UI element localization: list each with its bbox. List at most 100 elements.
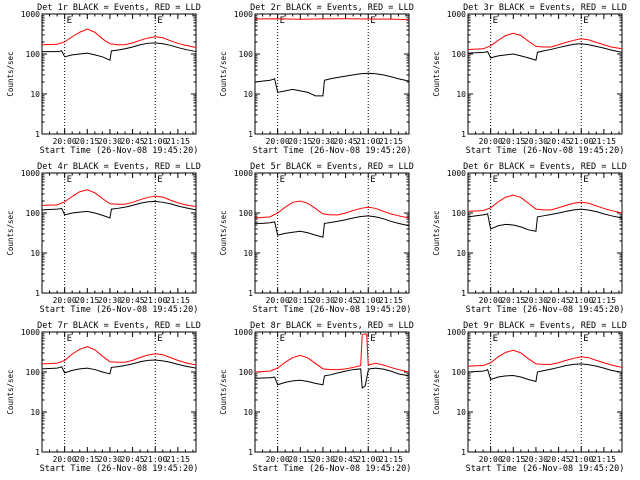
x-tick-label: 20:45 <box>334 296 358 305</box>
x-tick-label: 20:00 <box>53 137 77 146</box>
y-tick-label: 1000 <box>234 328 253 337</box>
panel-title: Det 3r BLACK = Events, RED = LLD <box>463 3 627 13</box>
event-marker-flag: E <box>157 334 162 344</box>
panel-title: Det 5r BLACK = Events, RED = LLD <box>250 162 414 172</box>
x-tick-label: 20:00 <box>53 296 77 305</box>
y-tick-label: 1 <box>461 448 466 457</box>
panel-title: Det 9r BLACK = Events, RED = LLD <box>463 321 627 331</box>
plot-frame <box>254 331 410 453</box>
event-marker-flag: E <box>370 334 375 344</box>
y-tick-label: 1 <box>35 448 40 457</box>
y-tick-label: 10 <box>30 90 40 99</box>
event-marker-flag: E <box>67 175 72 185</box>
x-tick-label: 20:30 <box>524 296 548 305</box>
x-tick-label: 20:15 <box>288 137 312 146</box>
event-marker-flag: E <box>583 16 588 26</box>
y-tick-label: 100 <box>452 368 467 377</box>
event-marker-flag: E <box>370 16 375 26</box>
events-series-line <box>42 42 197 61</box>
x-tick-label: 20:00 <box>266 455 290 464</box>
event-marker-flag: E <box>280 175 285 185</box>
x-tick-label: 20:45 <box>121 296 145 305</box>
y-tick-label: 1000 <box>447 328 466 337</box>
lld-series-line <box>254 200 410 219</box>
y-tick-label: 1 <box>35 289 40 298</box>
lld-series-line <box>41 28 197 49</box>
events-series-line <box>254 72 410 97</box>
x-tick-label: 20:00 <box>479 296 503 305</box>
y-tick-label: 10 <box>456 249 466 258</box>
panel-title: Det 2r BLACK = Events, RED = LLD <box>250 3 414 13</box>
event-marker-flag: E <box>583 334 588 344</box>
y-tick-label: 100 <box>26 368 41 377</box>
lld-series-line <box>254 18 410 21</box>
x-tick-label: 21:15 <box>379 296 403 305</box>
x-tick-label: 20:30 <box>98 296 122 305</box>
event-marker-flag: E <box>157 16 162 26</box>
x-tick-label: 20:00 <box>266 137 290 146</box>
x-tick-label: 21:00 <box>143 137 167 146</box>
y-tick-label: 100 <box>239 209 254 218</box>
x-tick-label: 20:00 <box>53 455 77 464</box>
y-tick-label: 1000 <box>234 169 253 178</box>
plot-frame <box>467 172 623 294</box>
x-tick-label: 20:45 <box>121 455 145 464</box>
x-axis-label: Start Time (26-Nov-08 19:45:20) <box>253 146 412 156</box>
x-tick-label: 21:00 <box>143 296 167 305</box>
y-tick-label: 10 <box>30 249 40 258</box>
y-axis-label: Counts/sec <box>219 51 228 96</box>
x-tick-label: 20:15 <box>501 296 525 305</box>
y-tick-label: 1 <box>461 130 466 139</box>
x-tick-label: 20:30 <box>311 455 335 464</box>
x-axis-label: Start Time (26-Nov-08 19:45:20) <box>40 464 199 474</box>
x-tick-label: 21:15 <box>166 296 190 305</box>
x-tick-label: 21:15 <box>379 455 403 464</box>
event-marker-flag: E <box>280 16 285 26</box>
y-tick-label: 100 <box>239 50 254 59</box>
y-tick-label: 100 <box>239 368 254 377</box>
panel-4: Det 4r BLACK = Events, RED = LLD 1 10 100 10… <box>6 162 201 315</box>
x-tick-label: 21:00 <box>569 137 593 146</box>
panel-title: Det 7r BLACK = Events, RED = LLD <box>37 321 201 331</box>
panel-7: Det 7r BLACK = Events, RED = LLD 1 10 100 10… <box>6 321 201 474</box>
x-tick-label: 20:30 <box>98 137 122 146</box>
x-tick-label: 20:30 <box>524 137 548 146</box>
plot-frame <box>41 331 197 453</box>
events-series-line <box>255 215 410 238</box>
x-tick-label: 21:15 <box>166 137 190 146</box>
x-tick-label: 20:45 <box>547 455 571 464</box>
events-series-line <box>467 363 623 383</box>
x-tick-label: 20:45 <box>547 137 571 146</box>
y-tick-label: 1000 <box>21 328 40 337</box>
x-tick-label: 20:15 <box>288 455 312 464</box>
x-tick-label: 21:00 <box>569 296 593 305</box>
event-marker-flag: E <box>280 334 285 344</box>
x-tick-label: 20:30 <box>311 296 335 305</box>
x-axis-label: Start Time (26-Nov-08 19:45:20) <box>466 146 625 156</box>
x-axis-label: Start Time (26-Nov-08 19:45:20) <box>466 305 625 315</box>
plot-frame <box>254 172 410 294</box>
x-tick-label: 20:15 <box>501 137 525 146</box>
y-axis-label: Counts/sec <box>6 51 15 96</box>
event-marker-flag: E <box>157 175 162 185</box>
x-tick-label: 20:45 <box>334 137 358 146</box>
event-marker-flag: E <box>583 175 588 185</box>
plot-frame <box>41 13 197 135</box>
y-tick-label: 10 <box>456 408 466 417</box>
y-tick-label: 10 <box>243 408 253 417</box>
y-tick-label: 1000 <box>447 169 466 178</box>
y-tick-label: 10 <box>456 90 466 99</box>
lld-series-line <box>467 32 623 50</box>
x-tick-label: 20:30 <box>524 455 548 464</box>
lld-series-line <box>41 189 197 208</box>
panel-9: Det 9r BLACK = Events, RED = LLD 1 10 100 10… <box>432 321 627 474</box>
y-axis-label: Counts/sec <box>6 369 15 414</box>
event-marker-flag: E <box>493 175 498 185</box>
events-series-line <box>467 208 623 232</box>
y-tick-label: 1 <box>248 448 253 457</box>
event-marker-flag: E <box>493 334 498 344</box>
y-tick-label: 100 <box>26 50 41 59</box>
x-tick-label: 20:15 <box>501 455 525 464</box>
panel-5: Det 5r BLACK = Events, RED = LLD 1 10 100 10… <box>219 162 414 315</box>
